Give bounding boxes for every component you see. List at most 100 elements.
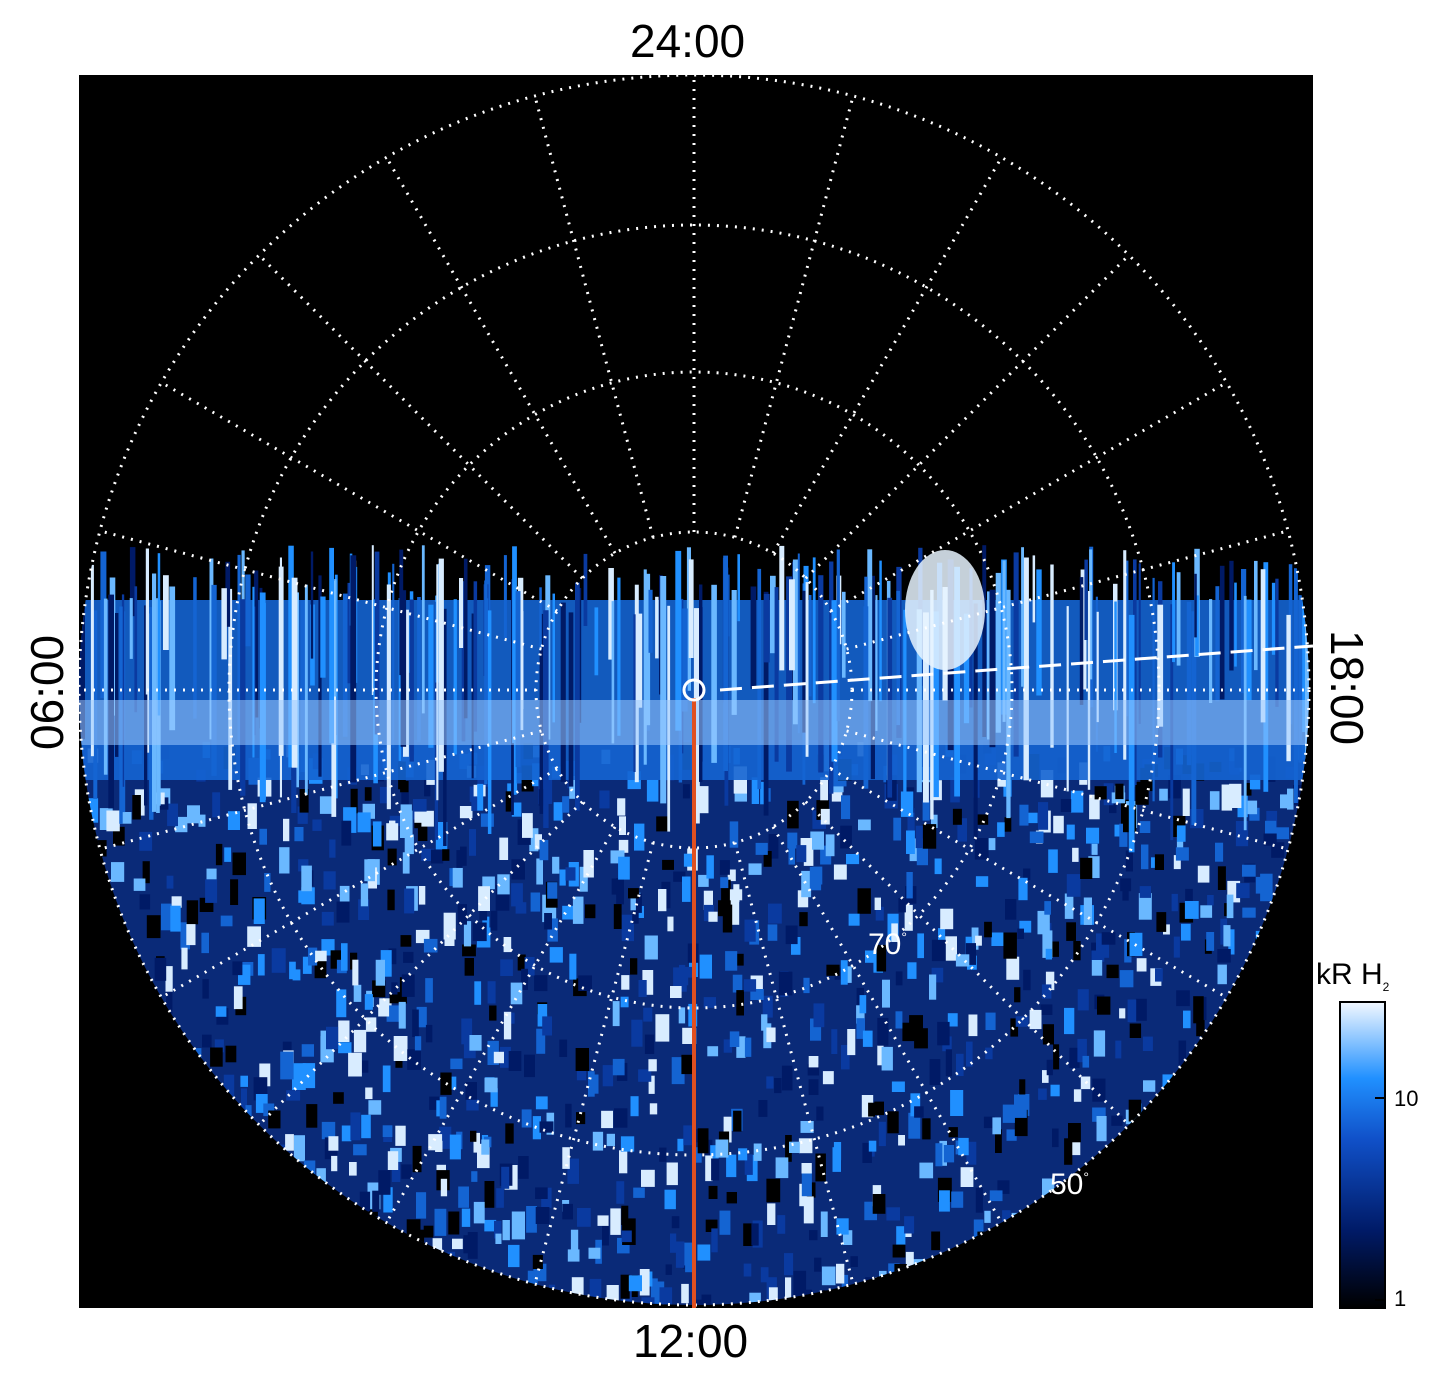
speckle-cell [909,1015,923,1032]
speckle-cell [401,974,415,997]
speckle-cell [1006,1129,1017,1141]
speckle-cell [1217,866,1226,890]
speckle-cell [1237,795,1248,818]
speckle-cell [753,1143,762,1161]
speckle-cell [801,1163,812,1174]
emission-streak [594,607,599,676]
speckle-cell [648,1059,657,1072]
emission-streak [334,579,337,697]
speckle-cell [341,820,352,846]
speckle-cell [308,947,318,966]
emission-streak [688,559,694,658]
speckle-cell [931,814,938,828]
emission-streak [560,602,566,782]
speckle-cell [279,847,290,874]
speckle-cell [372,821,382,847]
speckle-cell [951,1191,964,1208]
speckle-cell [1275,827,1289,840]
speckle-cell [205,879,218,903]
emission-streak [253,570,259,718]
speckle-cell [1026,812,1038,824]
speckle-cell [466,1099,479,1111]
speckle-cell [1094,786,1107,800]
speckle-cell [1066,922,1076,941]
speckle-cell [521,1109,532,1128]
speckle-cell [695,800,706,813]
speckle-cell [908,1112,921,1139]
speckle-cell [748,863,762,875]
emission-streak [646,573,651,726]
emission-streak [221,588,227,660]
speckle-cell [417,822,428,841]
speckle-cell [1312,891,1323,908]
speckle-cell [1120,878,1132,892]
speckle-cell [708,1185,718,1199]
speckle-cell [302,956,312,974]
speckle-cell [1173,936,1180,958]
speckle-cell [785,1135,792,1162]
emission-streak [1096,611,1099,723]
speckle-cell [644,935,658,960]
speckle-cell [1042,1024,1054,1045]
speckle-cell [1045,948,1052,960]
speckle-cell [474,981,482,1005]
speckle-cell [542,1016,552,1036]
speckle-cell [632,900,639,924]
speckle-cell [762,995,773,1018]
speckle-cell [375,959,385,986]
speckle-cell [353,1029,367,1053]
speckle-cell [338,1020,350,1042]
speckle-cell [458,1186,469,1208]
speckle-cell [139,894,151,910]
speckle-cell [1229,783,1242,808]
speckle-cell [562,1147,570,1169]
speckle-cell [414,811,428,823]
speckle-cell [703,890,713,910]
speckle-cell [939,1140,947,1166]
emission-streak [1021,547,1024,687]
emission-streak [1298,595,1303,763]
speckle-cell [380,950,392,977]
speckle-cell [113,826,125,846]
emission-streak [1023,557,1029,781]
speckle-cell [588,1071,595,1097]
speckle-cell [895,1011,903,1029]
speckle-cell [722,904,733,933]
speckle-cell [1046,1059,1053,1076]
speckle-cell [283,818,290,842]
emission-streak [463,558,468,719]
emission-streak [660,576,667,804]
speckle-cell [322,1308,332,1323]
speckle-cell [621,1205,629,1225]
speckle-cell [881,1046,893,1071]
speckle-cell [840,825,852,849]
speckle-cell [1072,1130,1081,1156]
speckle-cell [537,1004,548,1027]
speckle-cell [1217,949,1231,963]
speckle-cell [906,830,915,854]
speckle-cell [1042,1070,1049,1083]
speckle-cell [536,1028,546,1054]
speckle-cell [1125,850,1133,872]
speckle-cell [578,975,592,991]
speckle-cell [167,803,178,827]
speckle-cell [544,913,552,930]
speckle-cell [708,911,718,922]
emission-streak [875,595,878,731]
speckle-cell [703,997,716,1008]
speckle-cell [503,1011,512,1040]
speckle-cell [940,908,954,930]
speckle-cell [286,1090,301,1101]
speckle-cell [945,1049,952,1077]
speckle-cell [1181,923,1191,941]
emission-streak [1275,578,1279,707]
emission-streak [1084,559,1088,640]
speckle-cell [1044,901,1051,915]
speckle-cell [142,861,150,884]
speckle-cell [1129,1023,1142,1038]
speckle-cell [348,1052,362,1077]
speckle-cell [358,899,370,920]
speckle-cell [789,1141,800,1153]
emission-streak [1215,586,1220,702]
